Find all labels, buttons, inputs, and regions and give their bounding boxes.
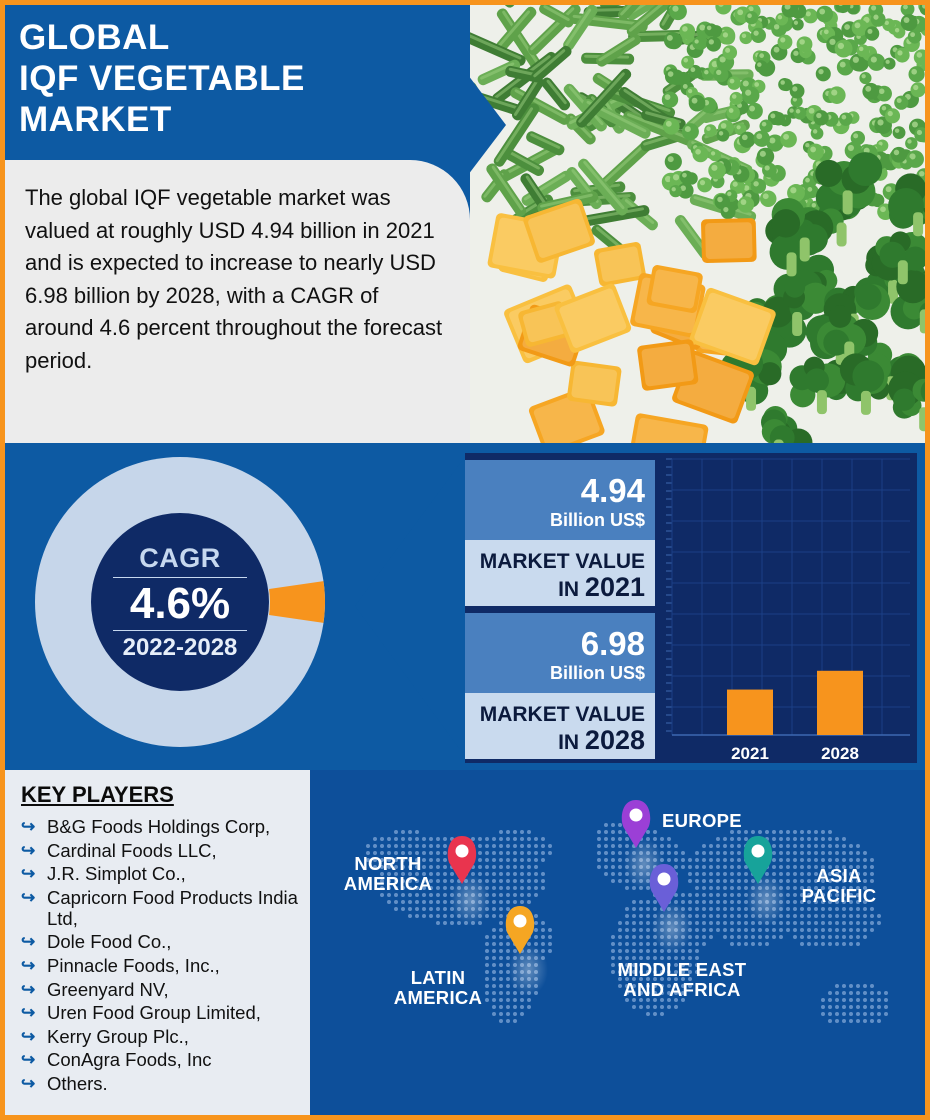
chart-labels: 2021 2028 bbox=[731, 744, 859, 763]
world-map-dots bbox=[366, 800, 888, 1023]
title-arrow bbox=[468, 75, 506, 175]
key-players-list: ↪ B&G Foods Holdings Corp, ↪ Cardinal Foods… bbox=[21, 816, 310, 1094]
stat-label: MARKET VALUE bbox=[479, 703, 645, 726]
chart-bars bbox=[727, 670, 863, 735]
chart-grid bbox=[666, 458, 910, 736]
key-player-item: ↪ Cardinal Foods LLC, bbox=[21, 840, 310, 861]
key-player-item: ↪ Capricorn Food Products India Ltd, bbox=[21, 887, 310, 929]
region-mea: MIDDLE EAST AND AFRICA bbox=[617, 959, 747, 1000]
cagr-slice bbox=[269, 581, 325, 623]
key-player-item: ↪ ConAgra Foods, Inc bbox=[21, 1049, 310, 1070]
arrow-right-icon: ↪ bbox=[21, 817, 36, 836]
cagr-divider bbox=[113, 576, 247, 578]
region-europe: EUROPE bbox=[662, 810, 742, 831]
cagr-label: CAGR bbox=[139, 542, 221, 573]
infographic: GLOBAL IQF VEGETABLE MARKET The global I… bbox=[5, 5, 925, 1115]
key-player-name: Greenyard NV, bbox=[47, 978, 169, 1000]
stat-year-line: IN 2021 bbox=[465, 574, 645, 603]
latin-america-pin-icon bbox=[505, 906, 548, 996]
asia-pacific-pin-icon bbox=[743, 836, 786, 926]
middle-section: CAGR 4.6% 2022-2028 4.94 Billion US$ MAR… bbox=[5, 443, 925, 770]
cagr-divider bbox=[113, 629, 247, 631]
world-map: NORTH AMERICA EUROPE ASIA PACIFIC LATIN … bbox=[310, 770, 925, 1115]
title-block: GLOBAL IQF VEGETABLE MARKET bbox=[5, 5, 470, 160]
bar-2021 bbox=[727, 689, 773, 735]
vegetables-illustration bbox=[470, 5, 925, 443]
stat-value-box: 4.94 Billion US$ bbox=[465, 460, 655, 540]
continent-dots bbox=[366, 823, 888, 1023]
arrow-right-icon: ↪ bbox=[21, 864, 36, 884]
key-player-name: Kerry Group Plc., bbox=[47, 1025, 189, 1047]
arrow-right-icon: ↪ bbox=[21, 1003, 36, 1023]
key-player-item: ↪ Others. bbox=[21, 1073, 310, 1094]
title-line-1: GLOBAL bbox=[19, 18, 170, 57]
market-value-panel: 4.94 Billion US$ MARKET VALUE IN 2021 6.… bbox=[465, 453, 917, 763]
arrow-right-icon: ↪ bbox=[21, 1073, 36, 1093]
key-player-name: B&G Foods Holdings Corp, bbox=[47, 816, 271, 837]
north-america-pin-icon bbox=[447, 836, 490, 926]
key-player-item: ↪ Uren Food Group Limited, bbox=[21, 1002, 310, 1023]
key-player-name: J.R. Simplot Co., bbox=[47, 863, 186, 885]
key-player-name: Dole Food Co., bbox=[47, 931, 172, 953]
stat-unit: Billion US$ bbox=[549, 663, 645, 683]
stat-year-line: IN 2028 bbox=[465, 727, 645, 756]
cagr-center: CAGR 4.6% 2022-2028 bbox=[91, 513, 269, 691]
key-player-name: Capricorn Food Products India Ltd, bbox=[47, 886, 298, 929]
stat-year: 2021 bbox=[584, 572, 645, 602]
cagr-donut: CAGR 4.6% 2022-2028 bbox=[35, 457, 325, 747]
key-player-item: ↪ Kerry Group Plc., bbox=[21, 1026, 310, 1047]
stat-2021: 4.94 Billion US$ MARKET VALUE IN 2021 bbox=[465, 460, 655, 606]
title-line-3: MARKET bbox=[19, 100, 172, 139]
cagr-period: 2022-2028 bbox=[122, 633, 238, 661]
arrow-right-icon: ↪ bbox=[21, 887, 36, 907]
key-player-name: Pinnacle Foods, Inc., bbox=[47, 954, 220, 976]
bar-label-2028: 2028 bbox=[821, 744, 859, 763]
vegetables-photo bbox=[470, 5, 925, 443]
region-pins bbox=[447, 800, 786, 996]
key-player-item: ↪ Greenyard NV, bbox=[21, 979, 310, 1000]
market-bar-chart: 2021 2028 bbox=[666, 458, 910, 763]
stat-value-box: 6.98 Billion US$ bbox=[465, 613, 655, 693]
cagr-value: 4.6% bbox=[129, 578, 231, 628]
key-player-item: ↪ J.R. Simplot Co., bbox=[21, 863, 310, 884]
arrow-right-icon: ↪ bbox=[21, 955, 36, 975]
key-player-item: ↪ Dole Food Co., bbox=[21, 931, 310, 952]
stat-label-box: MARKET VALUE IN 2021 bbox=[465, 540, 655, 606]
key-player-name: Others. bbox=[47, 1072, 108, 1094]
key-player-name: Uren Food Group Limited, bbox=[47, 1002, 261, 1024]
region-asia-pacific: ASIA PACIFIC bbox=[801, 865, 877, 906]
stat-prefix: IN bbox=[558, 578, 585, 601]
key-player-item: ↪ Pinnacle Foods, Inc., bbox=[21, 955, 310, 976]
stat-year: 2028 bbox=[584, 725, 645, 755]
bar-2028 bbox=[817, 670, 863, 735]
stat-2028: 6.98 Billion US$ MARKET VALUE IN 2028 bbox=[465, 613, 655, 759]
arrow-right-icon: ↪ bbox=[21, 840, 36, 860]
stat-value: 4.94 bbox=[580, 472, 645, 509]
arrow-right-icon: ↪ bbox=[21, 1026, 36, 1046]
top-section: GLOBAL IQF VEGETABLE MARKET The global I… bbox=[5, 5, 925, 443]
mea-pin-icon bbox=[649, 864, 692, 954]
title-line-2: IQF VEGETABLE bbox=[19, 59, 305, 98]
key-player-name: Cardinal Foods LLC, bbox=[47, 839, 217, 861]
key-player-name: ConAgra Foods, Inc bbox=[47, 1049, 212, 1071]
arrow-right-icon: ↪ bbox=[21, 932, 36, 952]
key-players-panel: KEY PLAYERS ↪ B&G Foods Holdings Corp, ↪ Ca… bbox=[5, 770, 310, 1115]
region-north-america: NORTH AMERICA bbox=[343, 853, 433, 894]
stat-label: MARKET VALUE bbox=[479, 550, 645, 573]
bottom-section: KEY PLAYERS ↪ B&G Foods Holdings Corp, ↪ Ca… bbox=[5, 770, 925, 1115]
region-latin-america: LATIN AMERICA bbox=[393, 967, 483, 1008]
arrow-right-icon: ↪ bbox=[21, 1050, 36, 1070]
key-player-item: ↪ B&G Foods Holdings Corp, bbox=[21, 816, 310, 837]
arrow-right-icon: ↪ bbox=[21, 979, 36, 999]
bar-label-2021: 2021 bbox=[731, 744, 769, 763]
key-players-title: KEY PLAYERS bbox=[21, 782, 174, 807]
description-panel: The global IQF vegetable market was valu… bbox=[5, 160, 470, 443]
stat-value: 6.98 bbox=[580, 625, 645, 662]
stat-label-box: MARKET VALUE IN 2028 bbox=[465, 693, 655, 759]
stat-unit: Billion US$ bbox=[549, 510, 645, 530]
stat-prefix: IN bbox=[558, 731, 585, 754]
description-text: The global IQF vegetable market was valu… bbox=[25, 185, 443, 373]
